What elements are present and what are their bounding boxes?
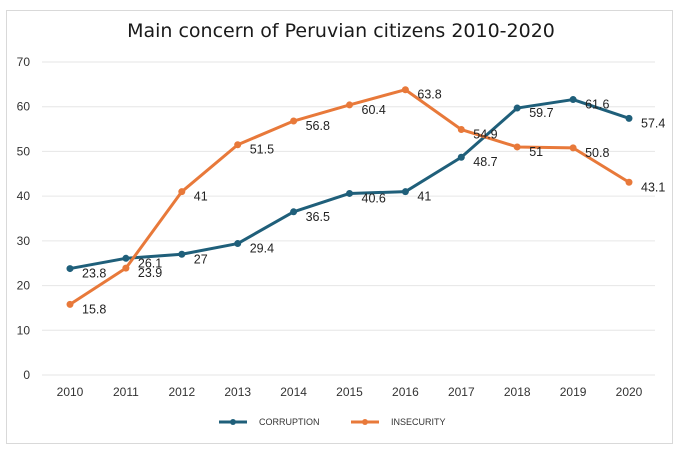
data-point <box>513 104 521 112</box>
data-point <box>122 254 130 262</box>
data-point <box>234 240 242 248</box>
data-point <box>234 141 242 149</box>
data-point <box>625 114 633 122</box>
data-point <box>122 264 130 272</box>
data-label: 23.9 <box>138 266 162 280</box>
series-corruption: 23.8 26.1 27 29.4 36.5 40.6 41 48.7 59.7 61.6 57.4 <box>66 96 665 281</box>
chart-title: Main concern of Peruvian citizens 2010-2… <box>127 20 555 42</box>
x-tick-label: 2012 <box>168 385 195 399</box>
data-point <box>178 250 186 258</box>
data-label: 29.4 <box>250 242 274 256</box>
data-label: 40.6 <box>362 191 386 205</box>
series-group: 23.8 26.1 27 29.4 36.5 40.6 41 48.7 59.7 61.6 57.4… <box>66 86 665 316</box>
y-tick-label: 10 <box>17 323 31 337</box>
data-label: 41 <box>417 190 431 204</box>
x-tick-label: 2016 <box>392 385 419 399</box>
data-label: 23.8 <box>82 267 106 281</box>
data-point <box>457 126 465 134</box>
data-point <box>401 86 409 94</box>
data-point <box>346 101 353 109</box>
data-point <box>290 117 298 125</box>
y-tick-label: 50 <box>17 144 31 158</box>
x-tick-label: 2011 <box>113 385 139 399</box>
data-label: 41 <box>194 190 208 204</box>
data-point <box>457 153 465 161</box>
data-label: 59.7 <box>529 106 553 120</box>
legend-marker <box>362 419 368 425</box>
y-tick-label: 20 <box>17 279 31 293</box>
data-label: 26.1 <box>138 256 162 270</box>
data-point <box>569 144 577 152</box>
x-tick-label: 2017 <box>448 385 475 399</box>
data-label: 51.5 <box>250 143 274 157</box>
data-label: 54.9 <box>473 128 497 142</box>
data-point <box>178 188 186 196</box>
legend-item-insecurity: INSECURITY <box>351 417 446 427</box>
data-label: 57.4 <box>641 116 665 130</box>
x-tick-label: 2015 <box>336 385 363 399</box>
data-point <box>290 208 298 216</box>
data-label: 63.8 <box>417 88 441 102</box>
x-tick-label: 2014 <box>280 385 307 399</box>
data-label: 61.6 <box>585 98 609 112</box>
y-axis-ticks: 0 10 20 30 40 50 60 70 <box>17 55 31 382</box>
data-label: 27 <box>194 252 208 266</box>
series-insecurity: 15.8 23.9 41 51.5 56.8 60.4 63.8 54.9 51 50.8 43.1 <box>66 86 665 316</box>
data-label: 48.7 <box>473 155 497 169</box>
data-point <box>625 178 633 186</box>
series-line <box>69 98 630 271</box>
legend-item-corruption: CORRUPTION <box>219 417 320 427</box>
data-point <box>513 143 521 151</box>
data-label: 43.1 <box>641 180 665 194</box>
data-label: 50.8 <box>585 146 609 160</box>
x-tick-label: 2020 <box>616 385 643 399</box>
y-tick-label: 70 <box>17 55 31 69</box>
legend-label: INSECURITY <box>391 417 446 427</box>
data-point <box>569 96 577 104</box>
data-point <box>401 188 409 196</box>
data-label: 51 <box>529 145 543 159</box>
data-label: 60.4 <box>362 103 386 117</box>
y-tick-label: 60 <box>17 100 31 114</box>
data-point <box>66 265 74 273</box>
data-point <box>66 300 74 308</box>
x-tick-label: 2019 <box>560 385 587 399</box>
legend-marker <box>230 419 236 425</box>
x-tick-label: 2018 <box>504 385 531 399</box>
x-tick-label: 2013 <box>224 385 251 399</box>
data-label: 15.8 <box>82 302 106 316</box>
y-tick-label: 30 <box>17 234 31 248</box>
y-tick-label: 40 <box>17 189 31 203</box>
y-tick-label: 0 <box>23 368 30 382</box>
data-label: 56.8 <box>306 119 330 133</box>
data-label: 36.5 <box>306 210 330 224</box>
x-tick-label: 2010 <box>57 385 84 399</box>
chart-frame <box>6 10 673 444</box>
gridlines <box>42 61 655 376</box>
legend-label: CORRUPTION <box>259 417 320 427</box>
x-axis-ticks: 2010 2011 2012 2013 2014 2015 2016 2017 2018 2019… <box>57 385 643 399</box>
data-point <box>346 189 353 197</box>
legend: CORRUPTION INSECURITY <box>219 417 446 427</box>
